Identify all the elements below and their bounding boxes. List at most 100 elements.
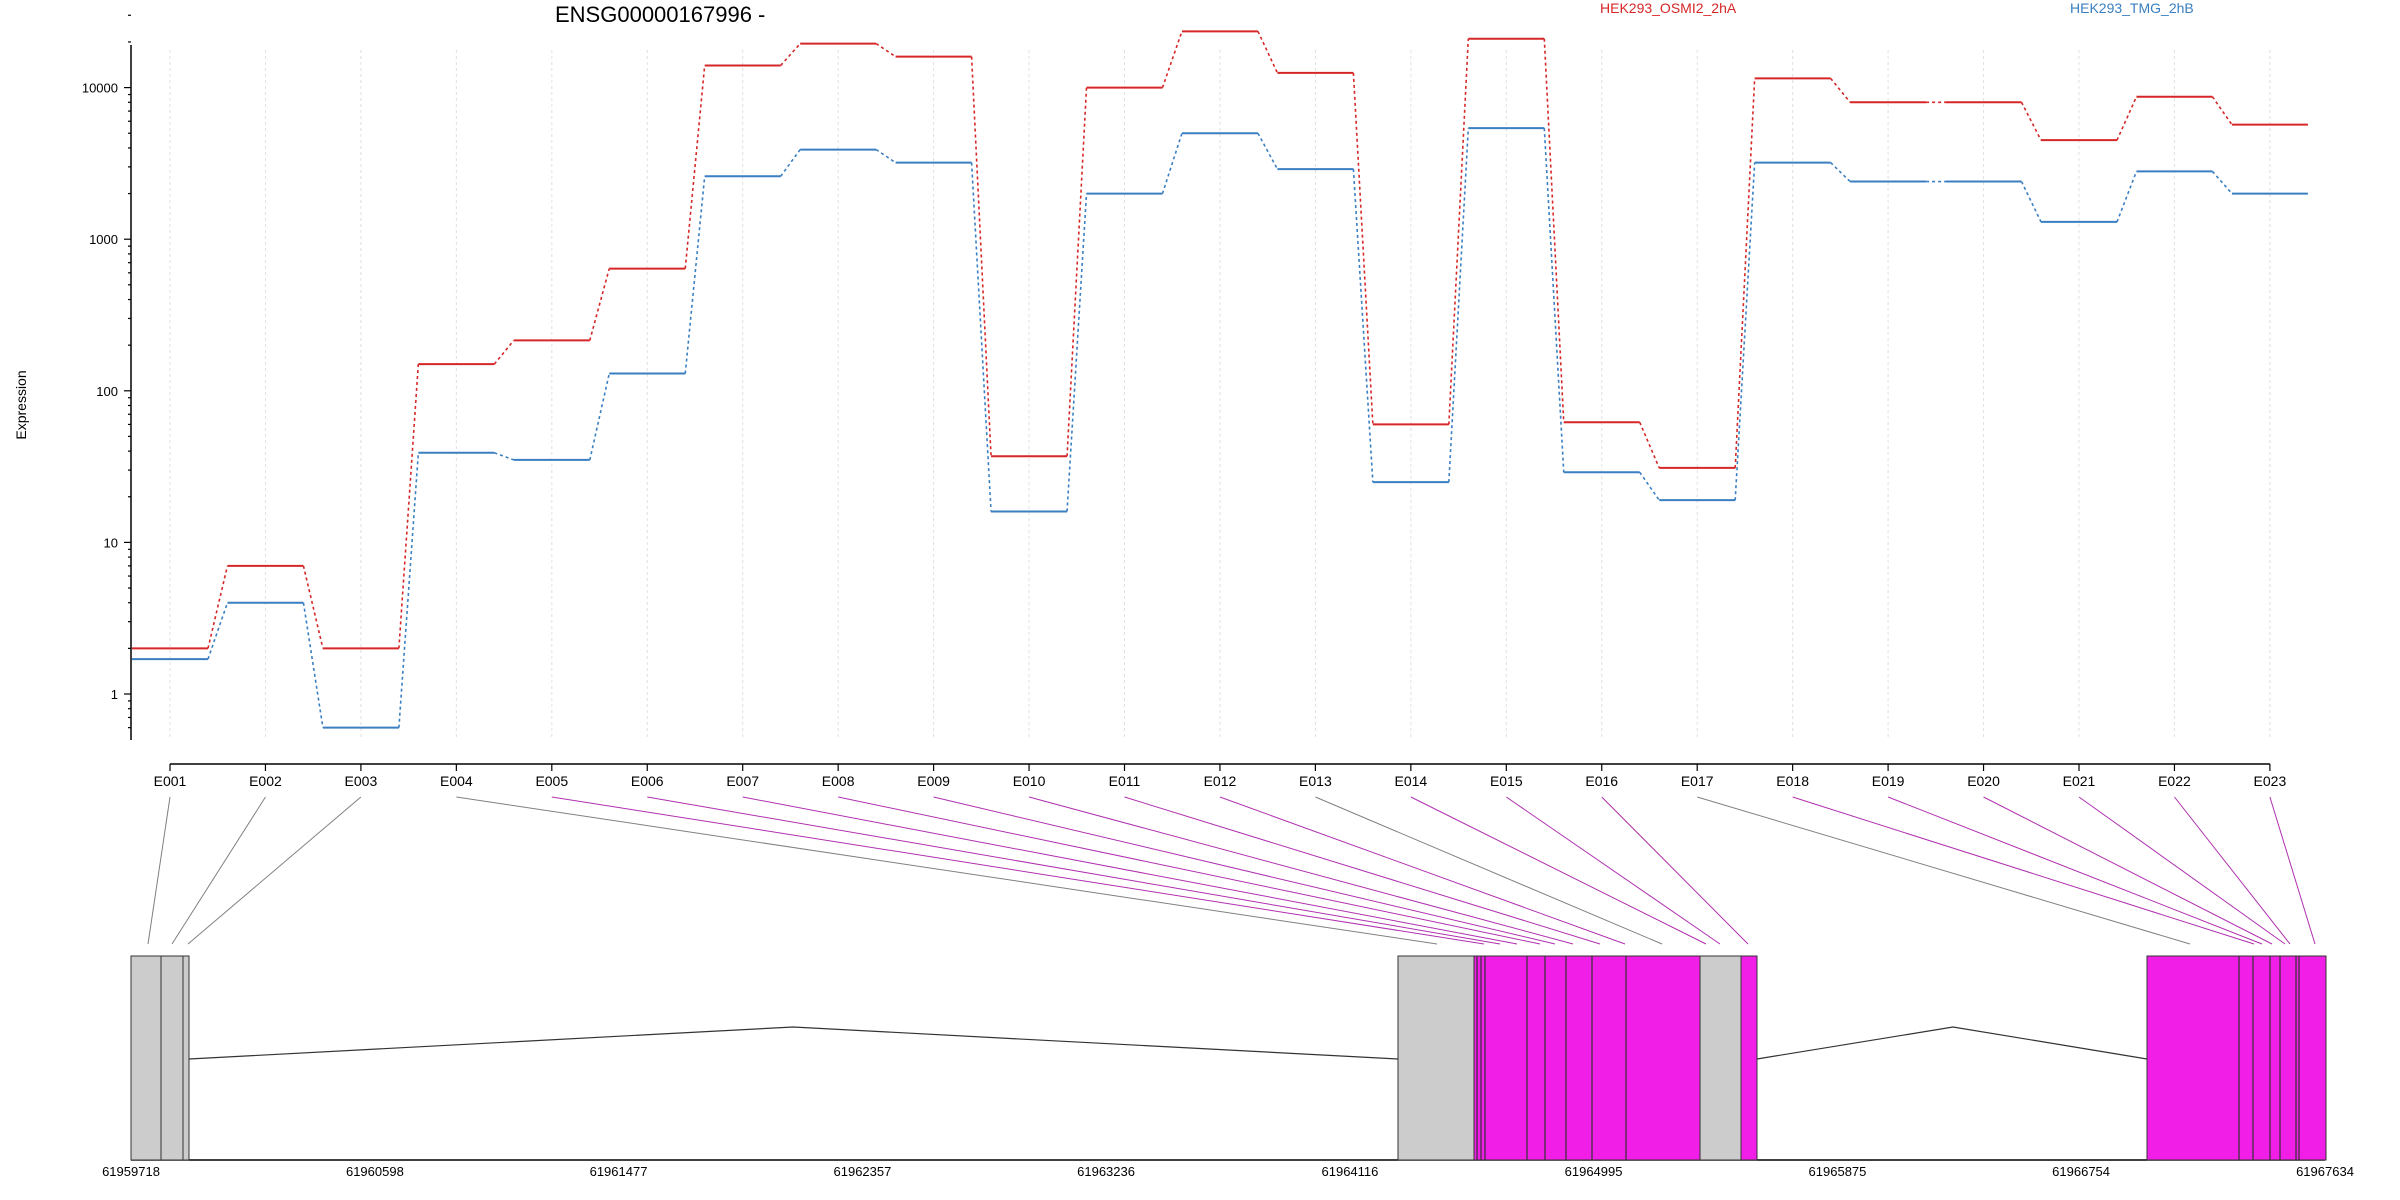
- series-connector: [1352, 72, 1374, 425]
- y-tick-label: 10: [104, 535, 118, 550]
- series-connector: [1830, 77, 1851, 103]
- genomic-coordinate-label: 61962357: [834, 1164, 892, 1179]
- series-2: [132, 127, 2308, 729]
- genomic-coordinate-label: 61964995: [1565, 1164, 1623, 1179]
- exon-connector-e023: [2269, 796, 2316, 945]
- series-connector: [684, 65, 706, 269]
- series-connector: [2116, 96, 2138, 141]
- series-connector: [1161, 132, 1183, 194]
- series-connector: [589, 268, 611, 341]
- series-connector: [589, 373, 611, 461]
- exon-connector-e019: [1887, 796, 2263, 945]
- x-tick-label-e020: E020: [1967, 773, 2000, 789]
- series-connector: [875, 148, 897, 164]
- series-connector: [780, 43, 801, 66]
- x-tick-label-e019: E019: [1872, 773, 1905, 789]
- exon-connector-e002: [171, 796, 266, 945]
- exon-connector-e012: [1219, 796, 1626, 945]
- intron-line: [188, 1026, 1399, 1060]
- series-connector: [1161, 31, 1183, 88]
- axes: 1 10 100 1000 10000 E001 E002 E003 E004 E005 E006 E…: [82, 14, 2287, 789]
- series-connector: [1066, 193, 1088, 512]
- series-connector: [2116, 171, 2138, 223]
- series-connector: [1543, 38, 1565, 423]
- series-connector: [1448, 38, 1470, 425]
- genomic-coordinate-label: 61965875: [1809, 1164, 1867, 1179]
- series-connector: [970, 56, 992, 457]
- genomic-coordinate-label: 61961477: [590, 1164, 648, 1179]
- gene-model: 61959718 61960598 61961477 61962357 61963236…: [102, 955, 2354, 1179]
- exon-connector-e017: [1697, 796, 2191, 945]
- exon-block: [182, 955, 190, 1161]
- exon-connector-e010: [1028, 796, 1574, 945]
- genomic-coordinate-label: 61967634: [2296, 1164, 2354, 1179]
- series-connector: [207, 602, 229, 660]
- series-connector: [1448, 128, 1470, 483]
- x-tick-label-e018: E018: [1776, 773, 1809, 789]
- series-connector: [970, 162, 992, 512]
- exon-connector-e020: [1983, 796, 2273, 945]
- series-connector: [2211, 96, 2233, 126]
- series-connector: [1639, 471, 1660, 501]
- x-tick-label-e004: E004: [440, 773, 473, 789]
- x-tick-label-e012: E012: [1204, 773, 1237, 789]
- exon-connector-e004: [456, 796, 1438, 945]
- exon-block: [130, 955, 162, 1161]
- x-tick-label-e006: E006: [631, 773, 664, 789]
- series-connector: [493, 339, 515, 365]
- x-tick-label-e015: E015: [1490, 773, 1523, 789]
- exon-connector-e005: [551, 796, 1485, 945]
- series-connector: [398, 452, 420, 728]
- exon-connector-e013: [1315, 796, 1663, 945]
- series-connector: [494, 452, 515, 461]
- y-tick-label: 10000: [82, 81, 118, 96]
- x-tick-label-e022: E022: [2158, 773, 2191, 789]
- series-connector: [302, 602, 324, 728]
- exon-connector-e007: [742, 796, 1518, 945]
- exon-connector-e021: [2078, 796, 2286, 945]
- x-tick-label-e008: E008: [822, 773, 855, 789]
- y-tick-label: 1000: [89, 232, 118, 247]
- exon-block: [1740, 955, 1758, 1161]
- genomic-coordinate-label: 61964116: [1322, 1164, 1379, 1179]
- series-lines: [132, 30, 2308, 729]
- y-tick-label: 100: [96, 384, 118, 399]
- x-tick-label-e010: E010: [1013, 773, 1046, 789]
- exon-connector-e016: [1601, 796, 1749, 945]
- exon-connector-e006: [647, 796, 1501, 945]
- exon-connector-e018: [1792, 796, 2255, 945]
- series-connector: [1257, 31, 1279, 74]
- x-tick-label-e007: E007: [726, 773, 759, 789]
- series-connector: [1734, 162, 1756, 501]
- legend-entry-series-1: HEK293_OSMI2_2hA: [1600, 0, 1737, 16]
- series-connector: [1257, 132, 1279, 170]
- exon-block: [1473, 955, 1701, 1161]
- exon-connector-e003: [187, 796, 362, 945]
- genomic-coordinate-label: 61963236: [1077, 1164, 1135, 1179]
- series-connector: [1543, 128, 1565, 473]
- series-connector: [1734, 78, 1756, 468]
- intron-line: [1756, 1026, 2148, 1060]
- series-connector: [1830, 162, 1851, 183]
- y-tick-label: 1: [111, 687, 118, 702]
- x-tick-label-e021: E021: [2063, 773, 2096, 789]
- genomic-coordinate-label: 61966754: [2052, 1164, 2110, 1179]
- exon-block: [1699, 955, 1742, 1161]
- series-connector: [684, 176, 706, 374]
- exon-connector-e008: [838, 796, 1541, 945]
- x-tick-label-e003: E003: [345, 773, 378, 789]
- exon-connector-e015: [1506, 796, 1721, 945]
- x-tick-label-e023: E023: [2254, 773, 2287, 789]
- exon-connector-e001: [147, 796, 171, 945]
- x-tick-label-e011: E011: [1109, 773, 1141, 789]
- grid-lines: [169, 50, 2271, 738]
- y-axis-label: Expression: [13, 370, 29, 439]
- series-connector: [1639, 421, 1660, 469]
- series-connector: [2211, 170, 2233, 195]
- genomic-coordinate-label: 61959718: [102, 1164, 160, 1179]
- exon-block: [1397, 955, 1475, 1161]
- exon-block: [160, 955, 184, 1161]
- x-tick-label-e013: E013: [1299, 773, 1332, 789]
- series-connector: [875, 42, 897, 58]
